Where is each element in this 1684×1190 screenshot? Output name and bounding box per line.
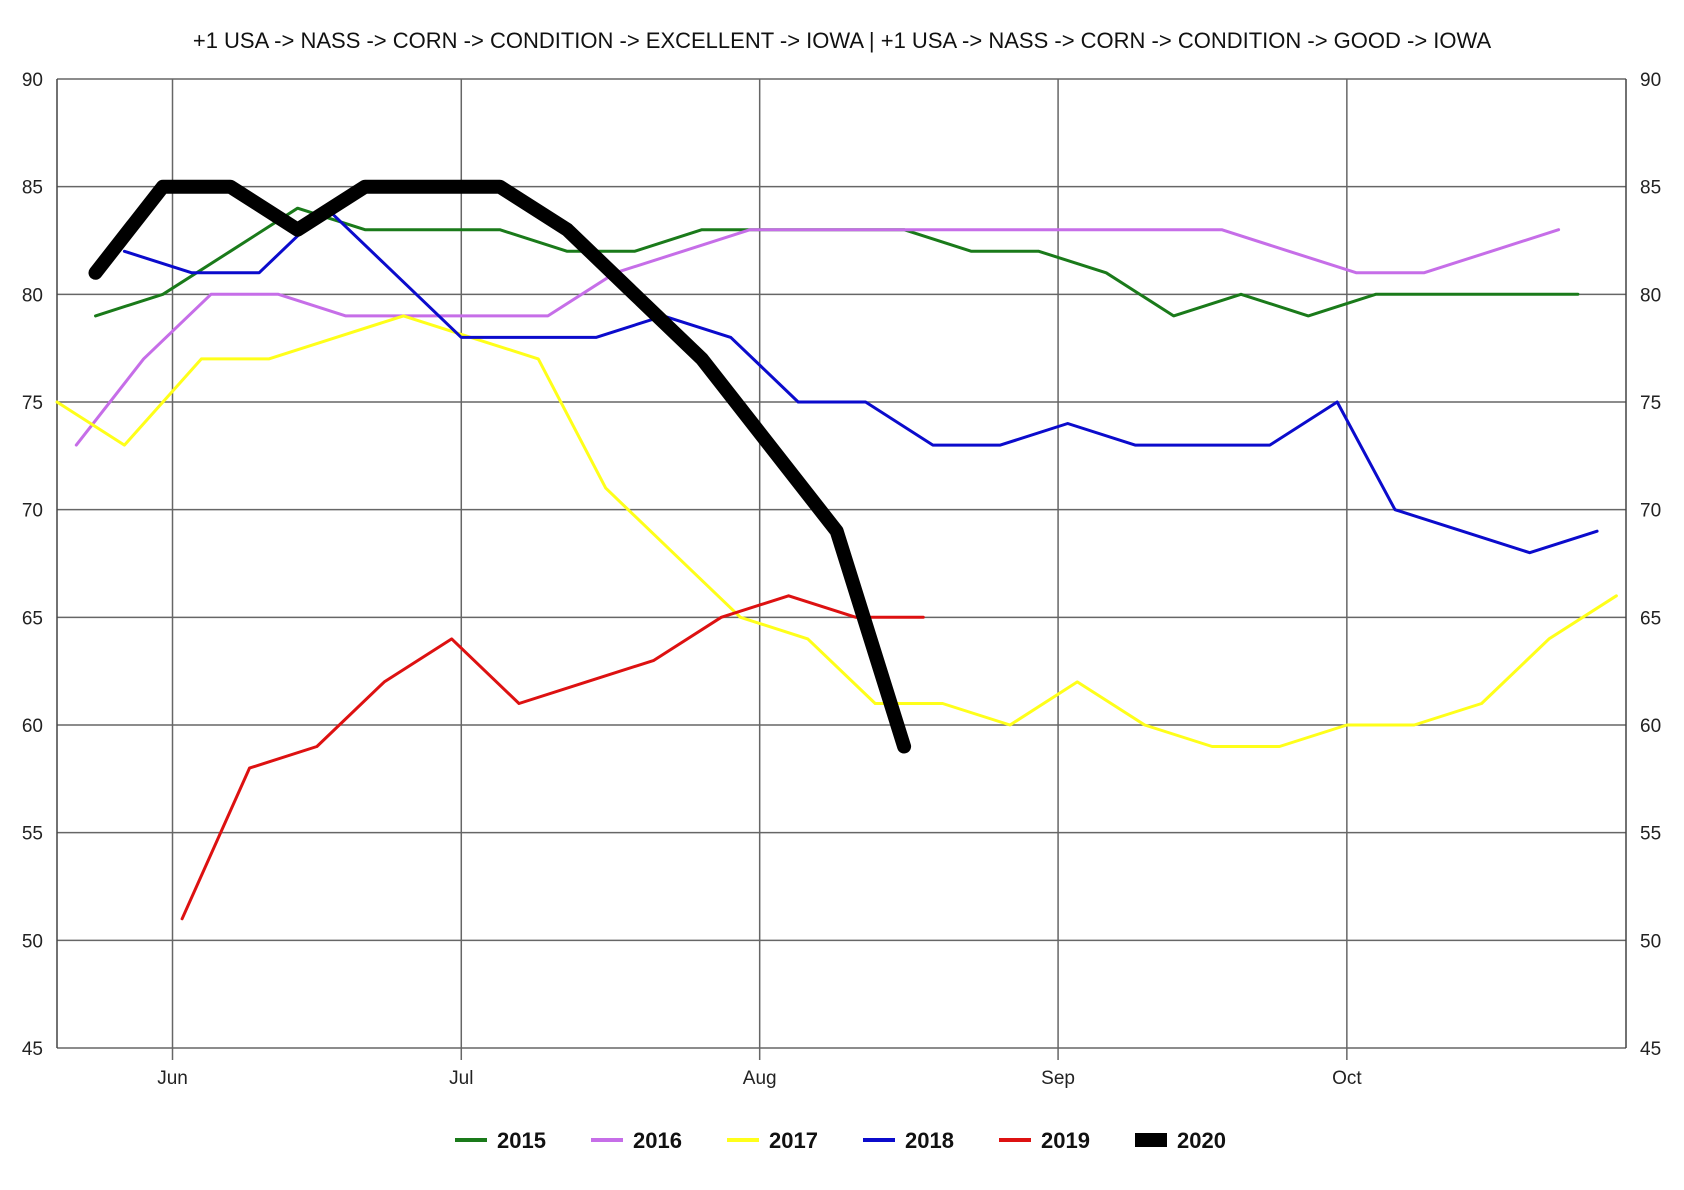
y-tick-label-right: 90 <box>1640 70 1661 91</box>
y-tick-label-right: 70 <box>1640 501 1661 522</box>
legend-label-2017: 2017 <box>769 1128 818 1153</box>
series-lines <box>55 179 1618 921</box>
y-tick-label-right: 60 <box>1640 716 1661 737</box>
y-axis-right: 45 50 55 60 65 70 75 80 85 90 <box>1640 70 1661 1060</box>
x-tick-label: Jul <box>449 1068 473 1089</box>
chart-title: +1 USA -> NASS -> CORN -> CONDITION -> E… <box>193 28 1492 53</box>
y-tick-label-left: 45 <box>22 1039 43 1060</box>
x-tick-label: Aug <box>743 1068 777 1089</box>
y-axis-left: 45 50 55 60 65 70 75 80 85 90 <box>22 70 43 1060</box>
grid <box>56 78 1627 1060</box>
y-tick-label-right: 75 <box>1640 393 1661 414</box>
y-tick-label-left: 65 <box>22 608 43 629</box>
y-tick-label-left: 90 <box>22 70 43 91</box>
y-tick-label-right: 85 <box>1640 178 1661 199</box>
x-tick-label: Sep <box>1041 1068 1075 1089</box>
series-line-2018 <box>122 206 1599 555</box>
x-tick-label: Oct <box>1332 1068 1362 1089</box>
legend-label-2015: 2015 <box>497 1128 546 1153</box>
series-line-2020 <box>88 179 912 754</box>
x-tick-label: Jun <box>157 1068 188 1089</box>
series-line-2016 <box>74 228 1561 447</box>
legend-label-2020: 2020 <box>1177 1128 1226 1153</box>
y-tick-label-left: 85 <box>22 178 43 199</box>
y-tick-label-left: 75 <box>22 393 43 414</box>
series-line-2017 <box>55 314 1618 748</box>
x-axis: Jun Jul Aug Sep Oct <box>157 1068 1362 1089</box>
legend-label-2019: 2019 <box>1041 1128 1090 1153</box>
y-tick-label-left: 80 <box>22 285 43 306</box>
legend-label-2016: 2016 <box>633 1128 682 1153</box>
y-tick-label-left: 50 <box>22 931 43 952</box>
y-tick-label-right: 45 <box>1640 1039 1661 1060</box>
y-tick-label-left: 60 <box>22 716 43 737</box>
y-tick-label-left: 70 <box>22 501 43 522</box>
y-tick-label-right: 50 <box>1640 931 1661 952</box>
legend: 2015 2016 2017 2018 2019 2020 <box>455 1128 1226 1153</box>
legend-label-2018: 2018 <box>905 1128 954 1153</box>
y-tick-label-right: 80 <box>1640 285 1661 306</box>
series-line-2019 <box>180 594 925 921</box>
y-tick-label-right: 65 <box>1640 608 1661 629</box>
y-tick-label-left: 55 <box>22 824 43 845</box>
y-tick-label-right: 55 <box>1640 824 1661 845</box>
